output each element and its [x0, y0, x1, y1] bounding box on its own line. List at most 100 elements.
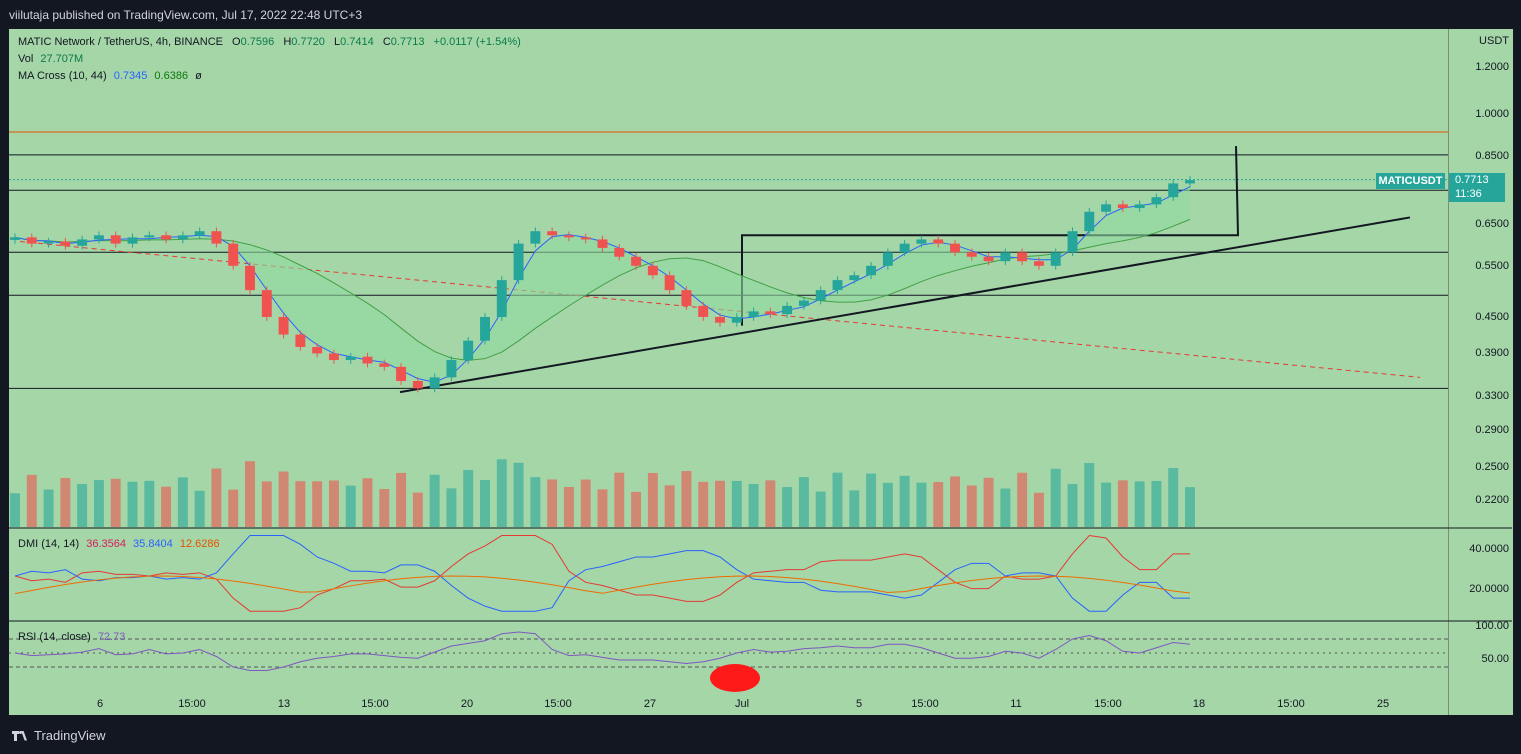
volume-bar: [1185, 487, 1195, 527]
volume-bar: [194, 490, 205, 527]
volume-bar: [731, 480, 742, 527]
volume-bar: [1033, 492, 1044, 527]
candle-body: [765, 311, 776, 315]
volume-bar: [43, 489, 54, 527]
candle-body: [396, 366, 407, 382]
dmi-minus-value: 35.8404: [133, 538, 173, 550]
high-value: 0.7720: [291, 36, 325, 48]
chart-area[interactable]: [9, 29, 1448, 715]
candle-body: [547, 231, 558, 236]
volume-bar: [496, 459, 507, 527]
candle-body: [261, 290, 272, 317]
volume-bar: [899, 475, 910, 527]
dmi-legend: DMI (14, 14) 36.3564 35.8404 12.6286: [18, 538, 220, 550]
adx-line: [14, 575, 1191, 595]
volume-bar: [77, 484, 88, 527]
volume-bar: [748, 483, 759, 527]
volume-bar: [412, 492, 423, 527]
candle-body: [60, 241, 71, 246]
candle-body: [328, 353, 339, 361]
volume-bar: [1084, 463, 1095, 527]
ma-slow-line: [14, 218, 1191, 361]
volume-bar: [933, 482, 944, 527]
price-tick: 0.4500: [1475, 311, 1509, 323]
volume-bar: [563, 486, 574, 527]
symbol-title: MATIC Network / TetherUS, 4h, BINANCE: [18, 36, 223, 48]
ma-legend: MA Cross (10, 44) 0.7345 0.6386 ø: [18, 70, 202, 82]
candle-body: [966, 252, 977, 257]
candle-body: [664, 275, 675, 291]
volume-legend: Vol 27.707M: [18, 53, 84, 65]
volume-bar: [245, 461, 255, 527]
candle-body: [463, 340, 474, 361]
candle-body: [312, 346, 323, 354]
adx-value: 12.6286: [179, 538, 220, 550]
volume-bar: [10, 493, 20, 527]
candle-body: [513, 243, 524, 281]
volume-bar: [983, 477, 994, 527]
time-tick: 15:00: [178, 698, 206, 710]
candle-body: [866, 265, 877, 276]
candle-body: [1101, 204, 1112, 212]
candle-body: [429, 377, 440, 389]
price-tick: 0.2900: [1475, 424, 1509, 436]
rsi-legend: RSI (14, close) 72.73: [18, 631, 126, 643]
volume-bar: [1151, 480, 1162, 527]
open-value: 0.7596: [240, 36, 275, 48]
candle-body: [698, 305, 709, 317]
price-axis[interactable]: [1448, 29, 1513, 715]
volume-bar: [530, 477, 541, 527]
volume-bar: [580, 479, 591, 527]
volume-bar: [1168, 468, 1179, 527]
candle-body: [782, 305, 793, 315]
volume-bar: [1117, 480, 1128, 527]
candle-body: [1185, 180, 1195, 184]
rsi-tick: 100.00: [1475, 620, 1509, 632]
volume-bar: [177, 477, 188, 527]
candle-body: [110, 235, 121, 244]
ma-slow-value: 0.6386: [154, 70, 189, 82]
volume-bar: [765, 480, 776, 527]
candle-body: [446, 360, 457, 378]
price-axis-unit: USDT: [1479, 35, 1509, 47]
volume-bar: [93, 480, 104, 527]
candle-body: [1067, 231, 1078, 253]
candle-body: [379, 363, 390, 367]
price-tick: 0.5500: [1475, 260, 1509, 272]
candle-body: [580, 237, 591, 240]
volume-bar: [345, 485, 356, 527]
volume-bar: [1067, 483, 1078, 527]
candle-body: [530, 231, 541, 244]
volume-bar: [161, 486, 172, 527]
volume-bar: [916, 482, 927, 527]
time-tick: Jul: [734, 698, 750, 710]
volume-bar: [1017, 472, 1028, 527]
volume-bar: [261, 481, 272, 527]
current-price-value: 0.7713: [1455, 174, 1489, 186]
volume-bar: [866, 473, 877, 527]
rsi-tick: 50.00: [1481, 653, 1509, 665]
ma-extra-value: ø: [195, 70, 202, 82]
candle-body: [10, 237, 20, 240]
time-tick: 15:00: [911, 698, 939, 710]
candle-body: [815, 290, 826, 301]
volume-bar: [463, 469, 474, 527]
dmi-tick: 40.0000: [1469, 543, 1509, 555]
tradingview-logo-icon: [12, 730, 28, 741]
volume-bar: [144, 480, 155, 527]
volume-bar: [950, 476, 960, 527]
candle-body: [412, 381, 423, 389]
tradingview-brand[interactable]: TradingView: [12, 728, 106, 743]
volume-bar: [966, 485, 977, 527]
publisher-text: viilutaja published on TradingView.com, …: [9, 8, 362, 22]
price-tick: 1.2000: [1475, 61, 1509, 73]
candle-body: [362, 356, 373, 364]
volume-bar: [597, 489, 608, 527]
volume-bar: [614, 472, 625, 527]
symbol-price-badge: MATICUSDT: [1376, 173, 1445, 189]
time-tick: 25: [1376, 698, 1390, 710]
dmi-tick: 20.0000: [1469, 583, 1509, 595]
volume-bar: [60, 477, 71, 527]
volume-bar: [312, 481, 323, 527]
